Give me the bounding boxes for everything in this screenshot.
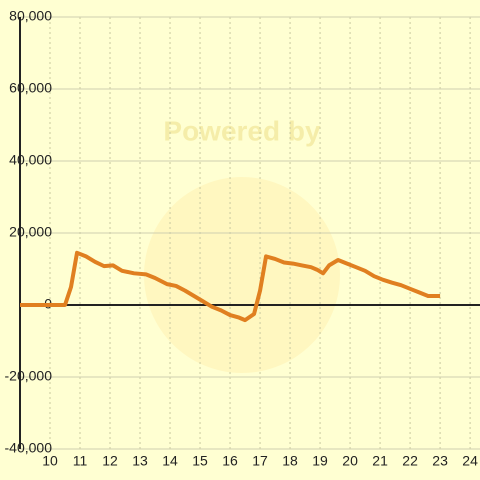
x-tick-label: 23 (432, 453, 448, 469)
x-tick-label: 22 (402, 453, 418, 469)
x-tick-label: 13 (132, 453, 148, 469)
y-tick-label: 40,000 (9, 152, 52, 168)
x-tick-label: 21 (372, 453, 388, 469)
y-tick-label: 20,000 (9, 224, 52, 240)
x-tick-label: 18 (282, 453, 298, 469)
x-tick-label: 16 (222, 453, 238, 469)
watermark: Powered by (163, 115, 321, 146)
x-tick-label: 10 (42, 453, 58, 469)
watermark-globe (144, 177, 340, 373)
line (20, 250, 441, 323)
x-tick-label: 19 (312, 453, 328, 469)
x-tick-label: 15 (192, 453, 208, 469)
x-tick-label: 17 (252, 453, 268, 469)
x-tick-label: 24 (462, 453, 478, 469)
y-tick-label: 80,000 (9, 8, 52, 24)
x-tick-label: 11 (73, 453, 88, 469)
x-tick-label: 20 (342, 453, 358, 469)
y-tick-label: -40,000 (5, 440, 53, 456)
y-tick-label: 60,000 (9, 80, 52, 96)
y-tick-label: -20,000 (5, 368, 53, 384)
x-tick-label: 12 (102, 453, 118, 469)
x-tick-label: 14 (162, 453, 178, 469)
